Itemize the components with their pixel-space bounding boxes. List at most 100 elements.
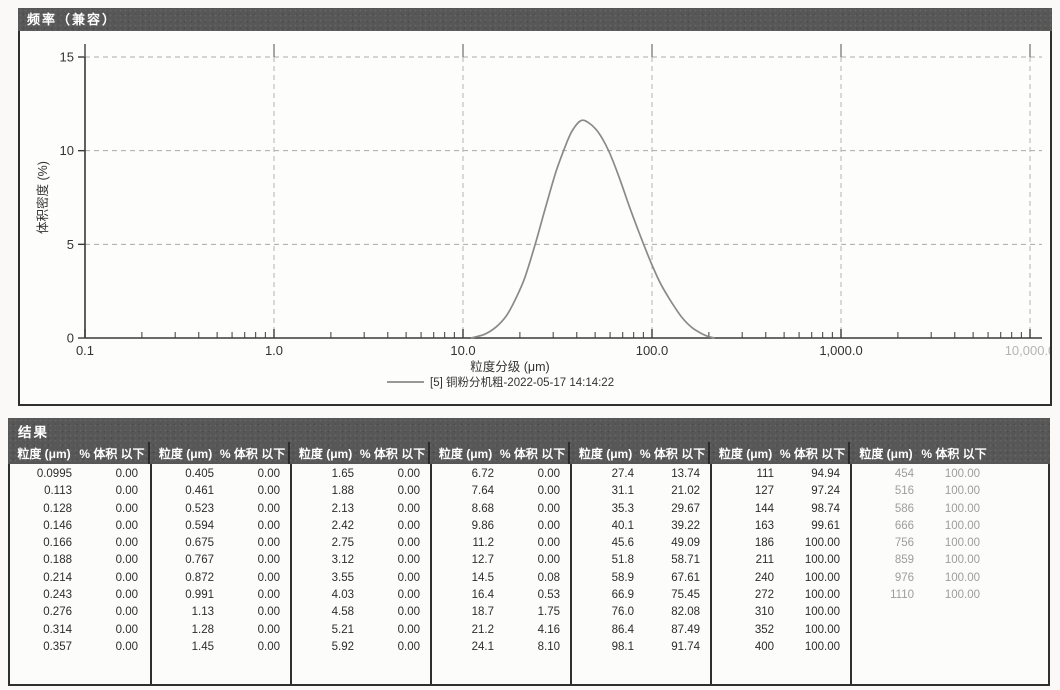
column-header-group: 粒度 (μm) % 体积 以下 (8, 442, 148, 465)
table-row: 3.12 0.00 (292, 554, 430, 571)
size-value: 2.75 (331, 537, 354, 550)
cumulative-value: 0.00 (115, 589, 138, 602)
size-value: 240 (754, 571, 774, 584)
size-value: 163 (754, 519, 774, 532)
size-value: 310 (754, 606, 774, 619)
table-row: 0.405 0.00 (152, 468, 290, 485)
size-column-header: 粒度 (μm) (17, 447, 71, 461)
table-row: 454 100.00 (852, 468, 1048, 485)
cumulative-value: 39.22 (671, 519, 700, 532)
size-value: 1.45 (191, 640, 214, 653)
cumulative-value: 0.00 (115, 640, 138, 653)
size-value: 144 (754, 502, 774, 515)
x-tick-label: 10,000.0 (1005, 343, 1050, 358)
table-row: 66.9 75.45 (572, 589, 710, 606)
size-value: 0.461 (185, 485, 214, 498)
size-value: 211 (755, 554, 774, 567)
size-value: 0.314 (43, 623, 72, 636)
cumulative-value: 0.00 (257, 554, 280, 567)
size-value: 5.21 (331, 623, 354, 636)
size-value: 0.243 (43, 589, 72, 602)
table-row: 211 100.00 (712, 554, 850, 571)
size-value: 0.991 (185, 589, 214, 602)
table-row: 666 100.00 (852, 520, 1048, 537)
table-row: 0.276 0.00 (10, 606, 150, 623)
table-column-group: 27.4 13.74 31.1 21.02 35.3 29.67 40.1 39.22 45.6… (570, 464, 710, 684)
table-row: 111 94.94 (712, 468, 850, 485)
table-row: 7.64 0.00 (432, 485, 570, 502)
table-row: 310 100.00 (712, 606, 850, 623)
cumulative-value: 0.00 (257, 640, 280, 653)
size-value: 14.5 (471, 571, 494, 584)
size-value: 35.3 (611, 502, 634, 515)
results-table: 0.0995 0.00 0.113 0.00 0.128 0.00 0.146 0.00 0.1… (8, 464, 1050, 686)
cumulative-column-header: % 体积 以下 (359, 447, 426, 461)
cumulative-value: 97.24 (811, 485, 840, 498)
size-column-header: 粒度 (μm) (298, 447, 353, 461)
table-row: 5.21 0.00 (292, 624, 430, 641)
size-value: 11.2 (472, 537, 494, 550)
cumulative-value: 100.00 (804, 571, 840, 584)
table-row: 272 100.00 (712, 589, 850, 606)
table-row: 35.3 29.67 (572, 503, 710, 520)
size-value: 0.523 (185, 502, 214, 515)
cumulative-value: 67.61 (671, 571, 700, 584)
table-row: 1.45 0.00 (152, 641, 290, 658)
table-row: 127 97.24 (712, 485, 850, 502)
table-row: 352 100.00 (712, 624, 850, 641)
size-value: 586 (894, 502, 914, 515)
size-value: 859 (894, 554, 914, 567)
cumulative-value: 87.49 (671, 623, 700, 636)
size-value: 21.2 (471, 623, 494, 636)
table-row: 51.8 58.71 (572, 554, 710, 571)
size-column-header: 粒度 (μm) (859, 447, 913, 461)
cumulative-value: 100.00 (804, 537, 840, 550)
cumulative-value: 0.08 (537, 571, 560, 584)
size-value: 352 (754, 623, 774, 636)
frequency-panel-header: 频率（兼容） (18, 8, 1052, 31)
table-row: 2.75 0.00 (292, 537, 430, 554)
size-value: 0.594 (185, 519, 214, 532)
y-tick-label: 0 (67, 331, 74, 346)
size-value: 0.146 (43, 519, 72, 532)
x-tick-label: 0.1 (76, 343, 94, 358)
cumulative-value: 0.00 (397, 571, 420, 584)
cumulative-value: 0.00 (397, 502, 420, 515)
size-value: 24.1 (471, 640, 494, 653)
column-header-group: 粒度 (μm) % 体积 以下 (708, 442, 848, 465)
table-row: 3.55 0.00 (292, 572, 430, 589)
table-column-group: 1.65 0.00 1.88 0.00 2.13 0.00 2.42 0.00 2.75 0.00… (290, 464, 430, 684)
size-value: 0.166 (43, 537, 72, 550)
cumulative-value: 100.00 (944, 519, 980, 532)
size-value: 666 (894, 519, 914, 532)
size-value: 76.0 (611, 606, 634, 619)
size-column-header: 粒度 (μm) (718, 447, 773, 461)
column-header-group: 粒度 (μm) % 体积 以下 (148, 442, 288, 465)
distribution-curve (470, 119, 715, 339)
table-column-group: 111 94.94 127 97.24 144 98.74 163 99.61 186 100.0… (710, 464, 850, 684)
size-value: 0.872 (185, 571, 214, 584)
size-value: 5.92 (331, 640, 354, 653)
table-row: 21.2 4.16 (432, 624, 570, 641)
table-column-group: 6.72 0.00 7.64 0.00 8.68 0.00 9.86 0.00 11.2 0.00… (430, 464, 570, 684)
column-header-group: 粒度 (μm) % 体积 以下 (288, 442, 428, 465)
table-row: 31.1 21.02 (572, 485, 710, 502)
table-row: 6.72 0.00 (432, 468, 570, 485)
table-row: 1.65 0.00 (292, 468, 430, 485)
cumulative-value: 0.00 (537, 502, 560, 515)
x-tick-label: 1.0 (265, 343, 283, 358)
size-value: 976 (894, 571, 914, 584)
cumulative-value: 94.94 (811, 468, 840, 480)
results-header: 结果 粒度 (μm)% 体积 以下 粒度 (μm)% 体积 以下 粒度 (μm)% … (8, 418, 1050, 465)
table-row: 2.13 0.00 (292, 503, 430, 520)
cumulative-value: 100.00 (944, 571, 980, 584)
x-tick-label: 10.0 (450, 343, 475, 358)
table-row: 859 100.00 (852, 554, 1048, 571)
cumulative-value: 99.61 (811, 519, 840, 532)
chart-area: 0 5 10 15 0.1 1.0 10.0 100.0 1,000.0 10,000.0 体积密度… (18, 31, 1055, 406)
table-row: 1.88 0.00 (292, 485, 430, 502)
size-value: 0.188 (43, 554, 72, 567)
table-row: 2.42 0.00 (292, 520, 430, 537)
table-column-group: 0.0995 0.00 0.113 0.00 0.128 0.00 0.146 0.00 0.1… (10, 464, 150, 684)
size-value: 0.767 (185, 554, 214, 567)
